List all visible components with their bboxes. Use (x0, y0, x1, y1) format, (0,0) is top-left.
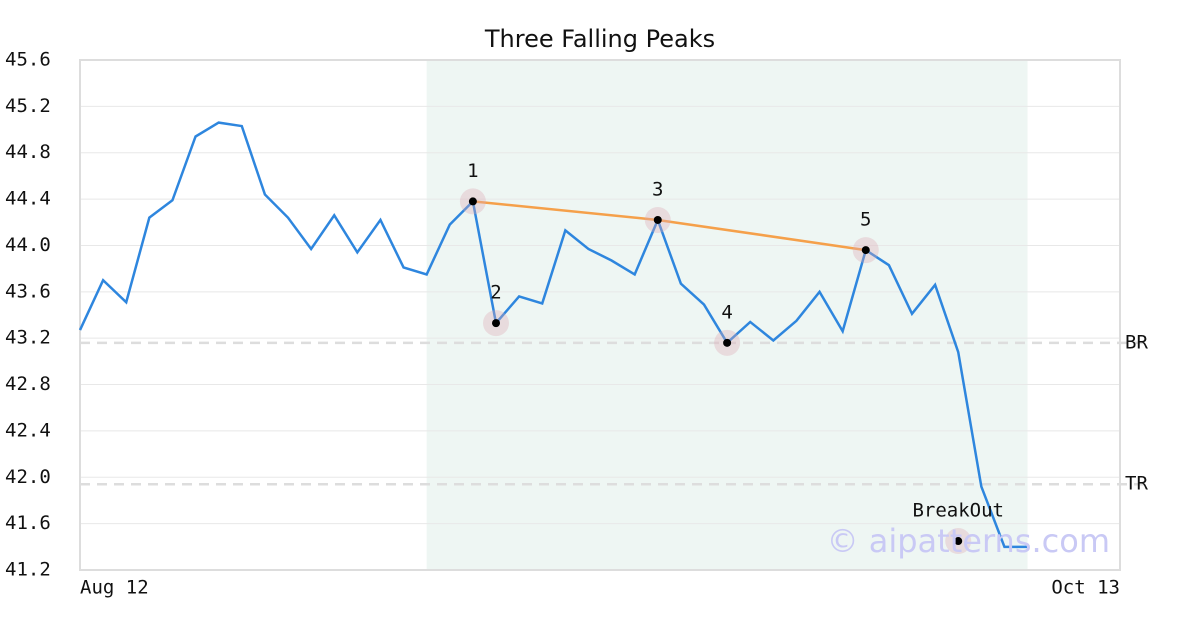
pivot-label: BreakOut (912, 500, 1004, 522)
pivot-point (468, 197, 477, 206)
pivot-point (861, 246, 870, 255)
y-tick-label: 43.2 (5, 327, 51, 349)
pivot-label: 2 (490, 282, 501, 304)
y-tick-label: 41.6 (5, 512, 51, 534)
y-tick-label: 44.4 (5, 188, 51, 210)
chart-title: Three Falling Peaks (484, 25, 715, 53)
pivot-point (723, 338, 732, 347)
pivot-label: 4 (721, 301, 732, 323)
watermark: © aipatterns.com (827, 522, 1110, 560)
pivot-label: 3 (652, 178, 663, 200)
x-tick-label: Oct 13 (1051, 577, 1120, 599)
y-tick-label: 42.8 (5, 373, 51, 395)
y-tick-label: 42.4 (5, 419, 51, 441)
price-line (78, 121, 1028, 549)
pivot-label: 5 (860, 209, 871, 231)
y-tick-label: 44.8 (5, 141, 51, 163)
plot-frame (79, 59, 1121, 571)
y-tick-label: 42.0 (5, 466, 51, 488)
y-tick-label: 44.0 (5, 234, 51, 256)
x-tick-label: Aug 12 (80, 577, 149, 599)
y-tick-label: 45.2 (5, 95, 51, 117)
pivot-label: 1 (467, 160, 478, 182)
pivot-point (653, 215, 662, 224)
pivot-point (954, 537, 963, 546)
level-label: BR (1125, 331, 1148, 353)
y-tick-label: 41.2 (5, 559, 51, 581)
y-tick-label: 45.6 (5, 49, 51, 71)
y-tick-label: 43.6 (5, 280, 51, 302)
level-label: TR (1125, 473, 1148, 495)
pivot-point (492, 319, 500, 328)
